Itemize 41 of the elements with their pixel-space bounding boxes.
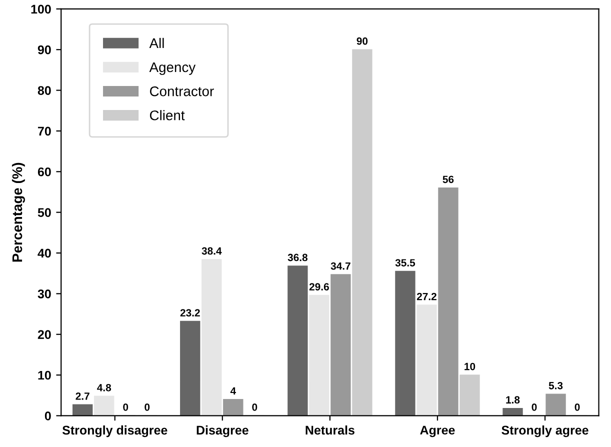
y-tick-label: 60 bbox=[38, 167, 51, 176]
data-label: 38.4 bbox=[202, 247, 222, 255]
y-tick-label: 90 bbox=[38, 45, 51, 54]
data-label: 10 bbox=[464, 362, 476, 370]
legend-label: All bbox=[149, 38, 164, 48]
data-label: 0 bbox=[252, 403, 258, 411]
legend-label: Contractor bbox=[150, 86, 214, 96]
data-label: 0 bbox=[144, 403, 150, 411]
y-tick-label: 0 bbox=[44, 412, 51, 420]
y-tick-label: 100 bbox=[31, 4, 51, 14]
data-label: 29.6 bbox=[309, 283, 329, 290]
y-tick-label: 20 bbox=[38, 330, 51, 340]
x-tick-label: Disagree bbox=[196, 425, 248, 438]
data-label: 1.8 bbox=[506, 396, 520, 404]
y-tick-label: 40 bbox=[38, 248, 51, 258]
data-label: 2.7 bbox=[76, 392, 90, 400]
data-label: 0 bbox=[574, 403, 580, 411]
y-tick-label: 80 bbox=[38, 86, 51, 95]
data-label: 56 bbox=[442, 176, 454, 184]
data-label: 23.2 bbox=[180, 309, 200, 317]
y-tick-label: 10 bbox=[38, 370, 51, 380]
legend-label: Agency bbox=[149, 62, 196, 75]
x-tick-label: Neturals bbox=[306, 425, 354, 435]
y-tick-label: 30 bbox=[38, 289, 51, 298]
data-label: 0 bbox=[123, 403, 128, 411]
x-tick-label: Strongly agree bbox=[502, 425, 588, 438]
data-label: 4 bbox=[230, 387, 236, 394]
data-label: 36.8 bbox=[288, 254, 308, 262]
data-label: 5.3 bbox=[548, 382, 563, 390]
legend-label: Client bbox=[150, 110, 185, 120]
data-label: 0 bbox=[532, 403, 537, 411]
data-label: 27.2 bbox=[416, 292, 436, 300]
x-tick-label: Strongly disagree bbox=[62, 425, 168, 438]
y-tick-label: 50 bbox=[38, 208, 51, 217]
data-label: 34.7 bbox=[330, 262, 350, 270]
y-axis-title: Percentage (%) bbox=[12, 162, 25, 262]
y-tick-label: 70 bbox=[38, 126, 51, 136]
x-tick-label: Agree bbox=[420, 426, 455, 438]
data-label: 35.5 bbox=[395, 259, 416, 266]
data-label: 90 bbox=[356, 37, 368, 45]
data-label: 4.8 bbox=[97, 384, 112, 392]
